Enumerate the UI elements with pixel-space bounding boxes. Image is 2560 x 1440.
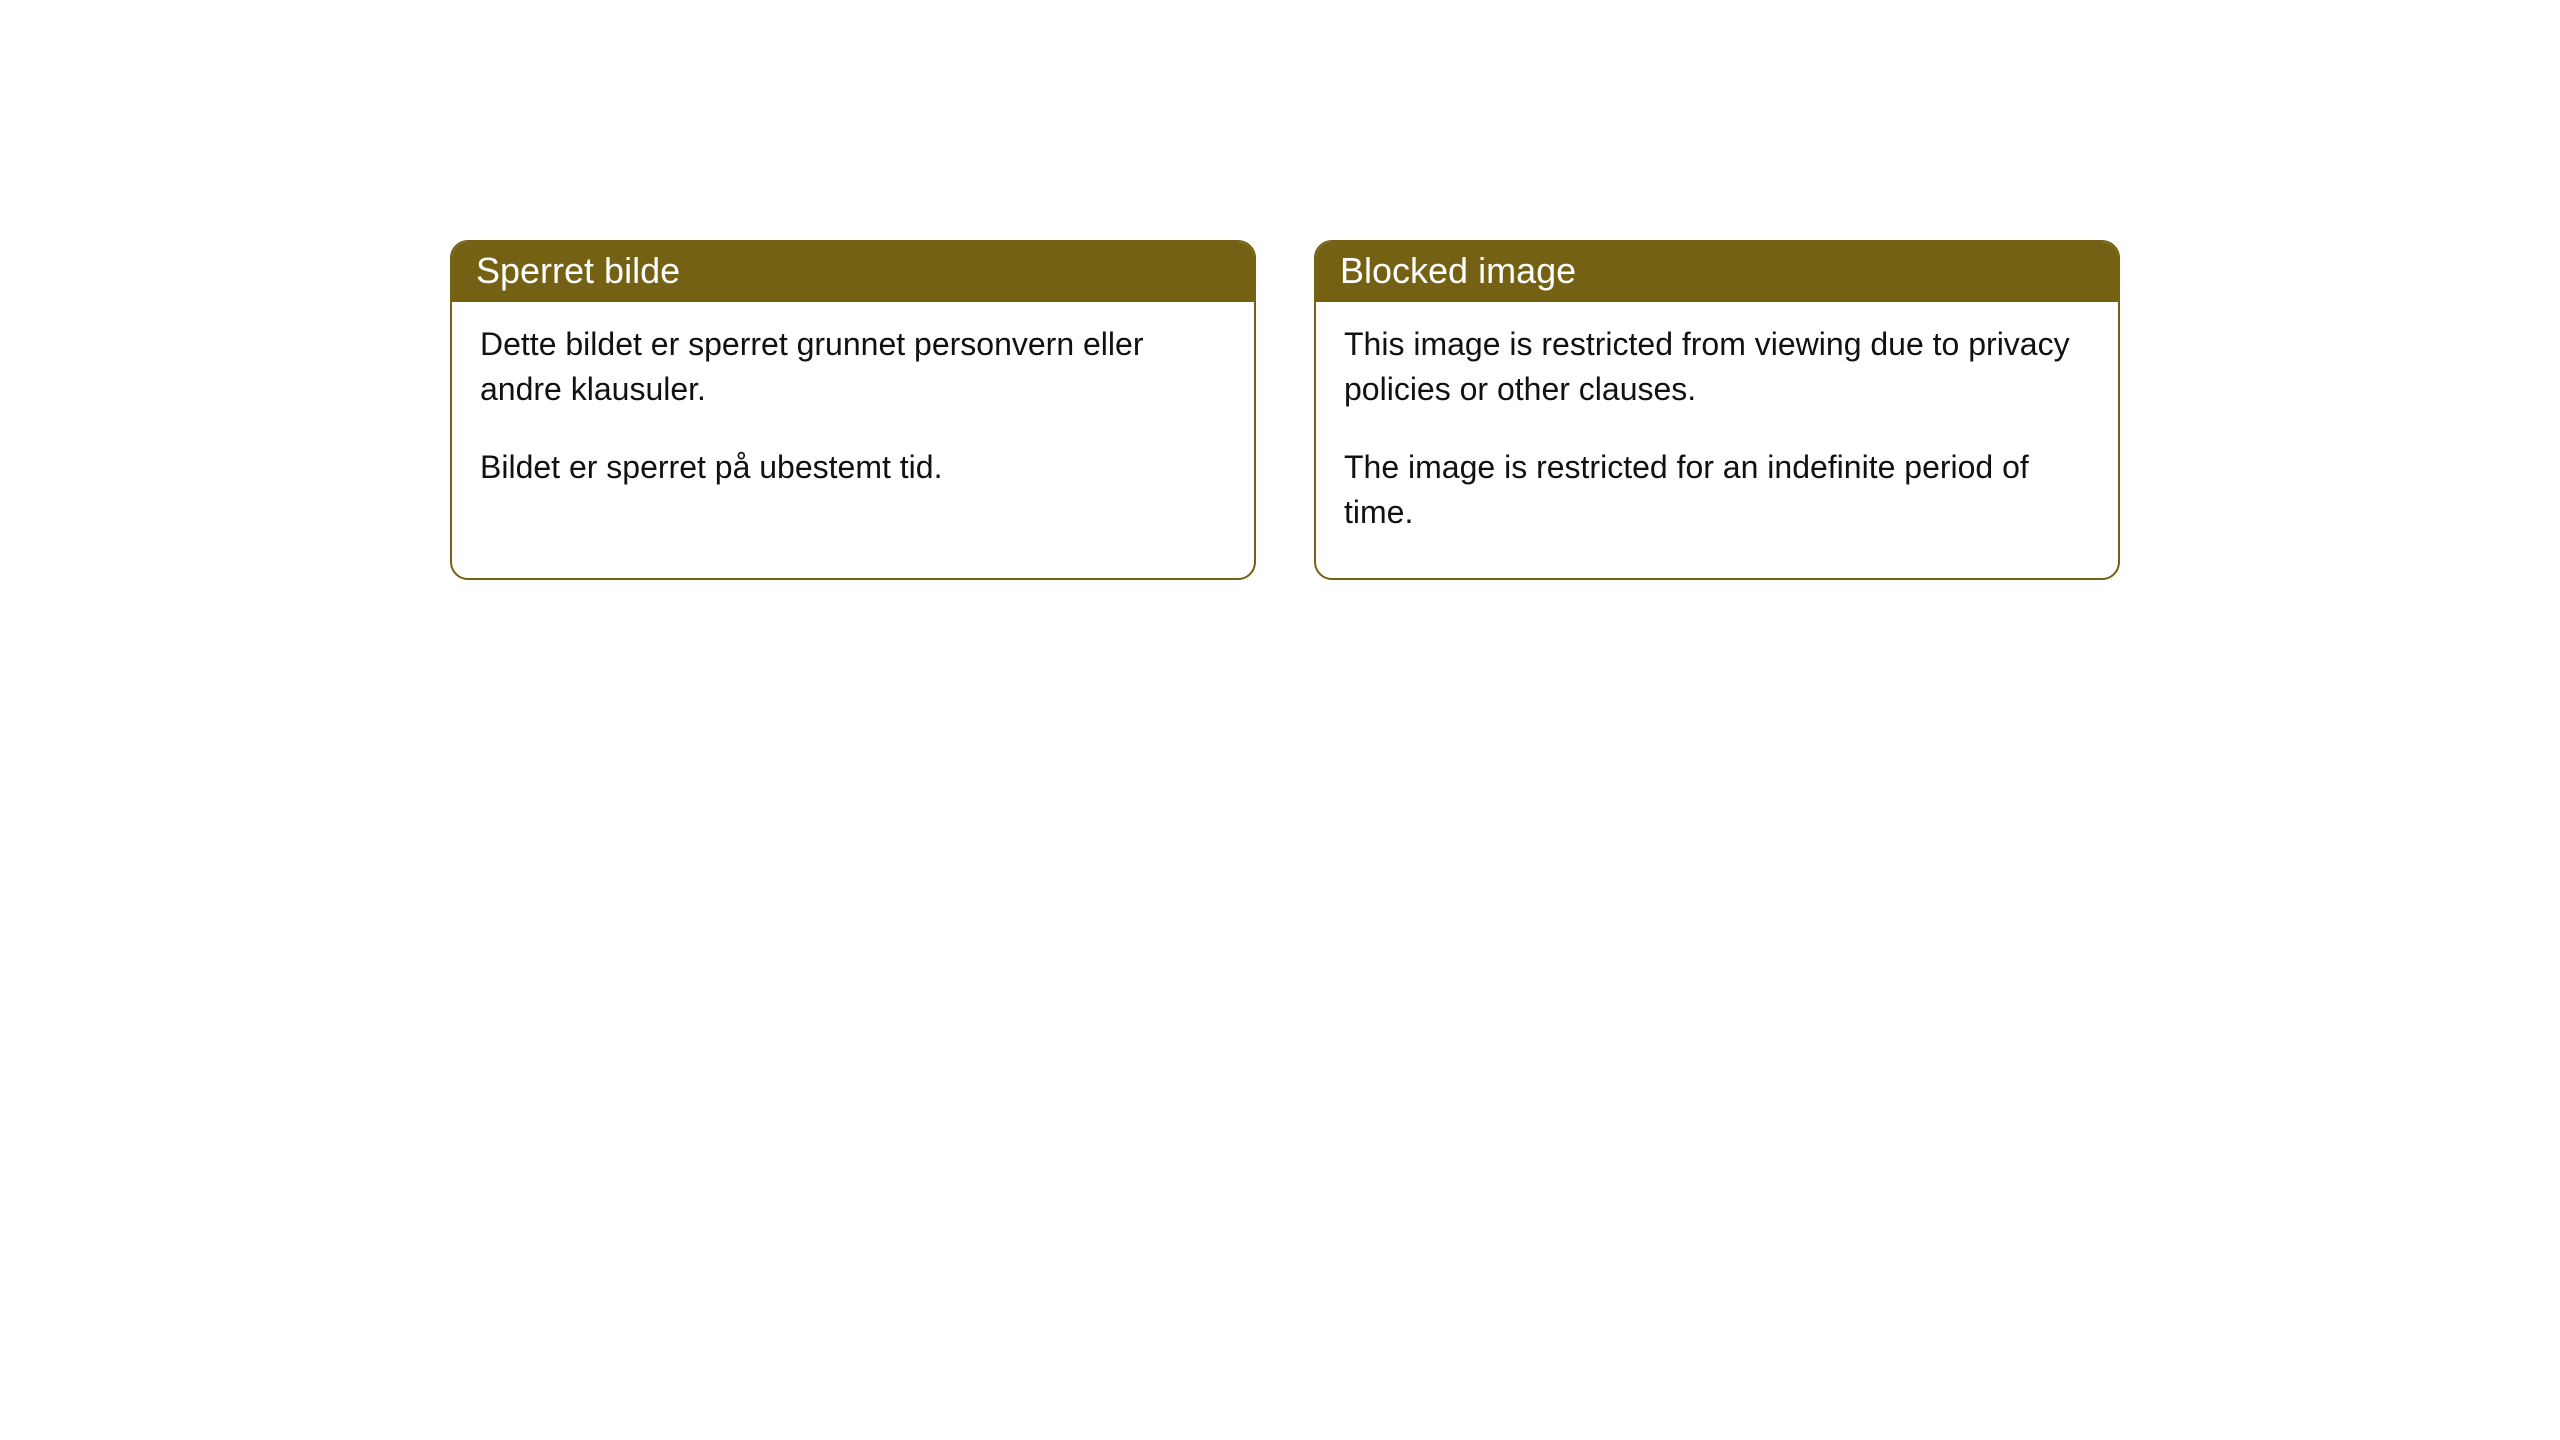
card-paragraph: Dette bildet er sperret grunnet personve… [480, 322, 1226, 413]
blocked-image-card-no: Sperret bilde Dette bildet er sperret gr… [450, 240, 1256, 580]
card-paragraph: This image is restricted from viewing du… [1344, 322, 2090, 413]
card-header: Blocked image [1316, 242, 2118, 302]
card-body: This image is restricted from viewing du… [1316, 302, 2118, 578]
notice-cards-container: Sperret bilde Dette bildet er sperret gr… [0, 0, 2560, 580]
card-paragraph: The image is restricted for an indefinit… [1344, 445, 2090, 536]
card-header: Sperret bilde [452, 242, 1254, 302]
blocked-image-card-en: Blocked image This image is restricted f… [1314, 240, 2120, 580]
card-paragraph: Bildet er sperret på ubestemt tid. [480, 445, 1226, 490]
card-body: Dette bildet er sperret grunnet personve… [452, 302, 1254, 532]
